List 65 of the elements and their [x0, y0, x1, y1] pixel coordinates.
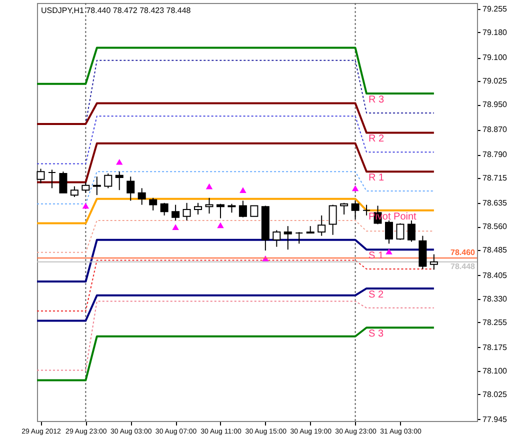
candlestick: [318, 214, 326, 236]
y-tick-label: 79.180: [482, 28, 508, 37]
y-tick-label: 77.945: [482, 414, 508, 424]
candlestick: [272, 230, 281, 248]
candlestick: [250, 205, 258, 217]
candlestick: [328, 204, 337, 236]
candlestick: [48, 169, 56, 189]
ref-line-label: 78.460: [450, 248, 476, 258]
candlestick: [205, 197, 214, 214]
y-tick-label: 78.485: [482, 246, 508, 255]
point: [206, 183, 213, 190]
candlestick: [70, 186, 78, 198]
y-tick-label: 78.715: [482, 174, 508, 183]
candlestick: [194, 202, 202, 216]
y-tick-label: 79.100: [482, 53, 508, 62]
series-label: S 2: [368, 289, 384, 300]
point: [172, 224, 179, 230]
candlestick: [216, 203, 224, 219]
point: [386, 248, 392, 254]
candlestick: [430, 254, 438, 270]
series-label: R 1: [368, 172, 385, 184]
y-tick-label: 79.255: [482, 4, 508, 14]
candlestick: [160, 202, 168, 216]
y-tick-label: 78.330: [482, 294, 508, 304]
candlestick: [82, 182, 90, 194]
y-tick-label: 78.405: [482, 270, 508, 280]
y-tick-label: 78.635: [482, 198, 508, 208]
y-tick-label: 78.560: [482, 222, 508, 232]
y-tick-label: 78.100: [482, 366, 508, 376]
candlestick: [36, 168, 45, 184]
series-label: S 3: [368, 328, 384, 340]
point: [352, 185, 359, 192]
candlestick: [295, 232, 304, 244]
candlestick: [238, 200, 247, 218]
y-tick-label: 78.870: [482, 125, 508, 134]
point: [217, 222, 224, 228]
candlestick: [284, 226, 292, 250]
candlestick: [362, 204, 371, 216]
candlestick: [104, 172, 112, 189]
ref-line-label: 78.448: [450, 262, 476, 271]
y-tick-label: 78.255: [482, 318, 508, 327]
candlestick: [115, 171, 124, 191]
candlestick: [172, 204, 180, 221]
candlestick: [396, 222, 404, 240]
y-tick-label: 79.025: [482, 76, 508, 86]
point: [240, 187, 246, 193]
chart-title: USDJPY,H1 78.440 78.472 78.423 78.448: [41, 6, 192, 15]
candlestick: [182, 202, 191, 221]
point: [116, 158, 123, 165]
candlestick: [385, 220, 393, 244]
candlestick: [407, 220, 416, 242]
y-tick-label: 78.025: [482, 390, 508, 399]
candlestick: [59, 171, 68, 194]
series-label: R 2: [368, 134, 385, 145]
point: [82, 202, 90, 209]
y-tick-label: 78.175: [482, 342, 508, 352]
y-tick-label: 78.790: [482, 150, 508, 160]
candlestick: [138, 188, 146, 206]
candlestick: [340, 202, 348, 216]
series-label: R 3: [368, 94, 385, 106]
candlestick: [351, 200, 360, 220]
candlestick: [149, 197, 158, 211]
y-tick-label: 78.950: [482, 100, 508, 110]
candlestick: [126, 176, 135, 202]
candlestick: [92, 176, 101, 196]
